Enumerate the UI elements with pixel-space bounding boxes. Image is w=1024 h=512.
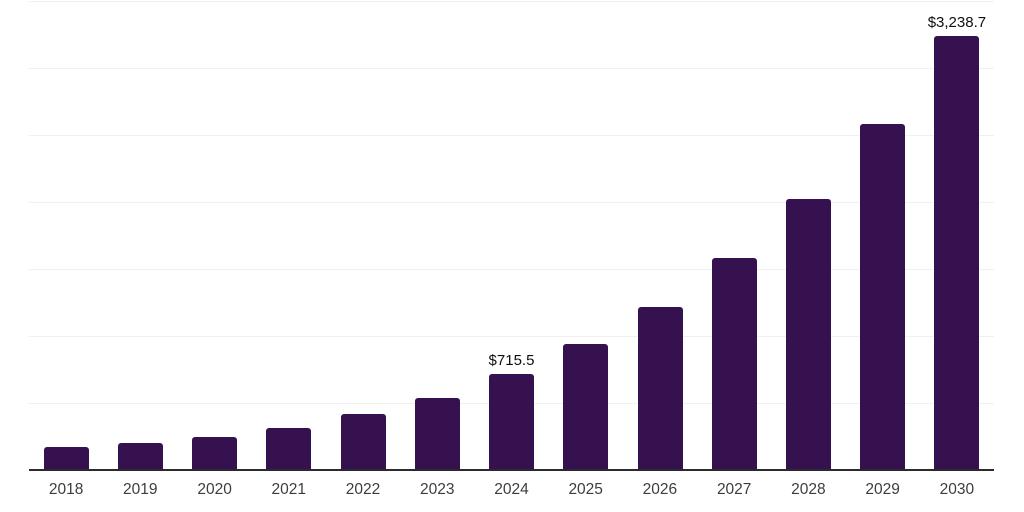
bar-2030[interactable] bbox=[934, 36, 980, 470]
x-tick-label-2021: 2021 bbox=[271, 481, 307, 498]
bar-2024[interactable] bbox=[489, 374, 534, 470]
x-axis-line bbox=[29, 469, 994, 471]
bar-2020[interactable] bbox=[192, 436, 238, 470]
x-tick-label-2018: 2018 bbox=[48, 481, 84, 498]
x-tick-label-2025: 2025 bbox=[568, 481, 603, 498]
x-tick-label-2024: 2024 bbox=[494, 481, 529, 498]
gridline-1500 bbox=[29, 269, 994, 270]
gridline-1000 bbox=[29, 336, 994, 337]
x-tick-label-2023: 2023 bbox=[420, 481, 455, 498]
bar-value-label-2024: $715.5 bbox=[488, 352, 535, 370]
x-tick-label-2029: 2029 bbox=[865, 481, 900, 498]
gridline-3500 bbox=[29, 1, 994, 2]
gridline-2000 bbox=[29, 202, 994, 203]
x-tick-label-2030: 2030 bbox=[939, 481, 975, 498]
gridline-2500 bbox=[29, 135, 994, 136]
x-tick-label-2028: 2028 bbox=[791, 481, 826, 498]
x-tick-label-2026: 2026 bbox=[642, 481, 678, 498]
bar-2028[interactable] bbox=[785, 199, 831, 470]
bar-value-label-2030: $3,238.7 bbox=[927, 14, 987, 31]
bar-2019[interactable] bbox=[117, 442, 163, 470]
bar-2022[interactable] bbox=[340, 414, 386, 470]
x-tick-label-2022: 2022 bbox=[345, 481, 381, 498]
bar-2029[interactable] bbox=[860, 123, 906, 470]
gridline-3000 bbox=[29, 68, 994, 69]
x-tick-label-2027: 2027 bbox=[716, 481, 752, 498]
bar-2025[interactable] bbox=[563, 344, 609, 470]
bar-2026[interactable] bbox=[637, 306, 683, 470]
bar-2027[interactable] bbox=[711, 258, 757, 470]
x-tick-label-2020: 2020 bbox=[197, 481, 232, 498]
x-tick-label-2019: 2019 bbox=[123, 481, 158, 498]
bar-2018[interactable] bbox=[43, 447, 89, 470]
bar-2023[interactable] bbox=[414, 398, 460, 470]
bar-2021[interactable] bbox=[266, 427, 312, 470]
